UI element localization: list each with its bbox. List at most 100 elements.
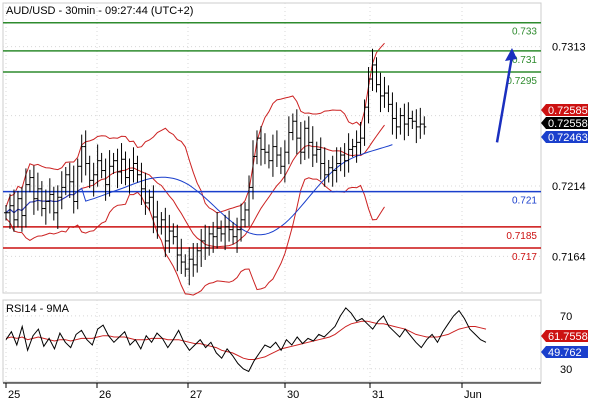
- time-tick-label: 26: [99, 389, 111, 400]
- price-bar: [318, 137, 323, 180]
- price-bar: [115, 148, 120, 189]
- price-bar: [342, 143, 347, 177]
- price-bar: [302, 120, 307, 160]
- price-bar: [398, 107, 403, 135]
- level-label: 0.717: [512, 252, 537, 263]
- price-bar: [15, 190, 20, 228]
- price-bar: [203, 224, 208, 260]
- price-bar: [231, 221, 236, 245]
- price-bar: [298, 121, 303, 165]
- price-bar: [211, 221, 216, 253]
- price-bar: [67, 162, 72, 198]
- price-bar: [195, 243, 200, 273]
- price-bar: [99, 152, 104, 179]
- price-bar: [75, 158, 80, 210]
- price-bar: [111, 152, 116, 175]
- price-bar: [362, 99, 367, 146]
- price-bar: [258, 126, 263, 166]
- price-bar: [7, 193, 12, 229]
- price-bar: [251, 140, 255, 200]
- price-bar: [366, 67, 371, 124]
- price-bar: [247, 175, 252, 227]
- price-bar: [183, 254, 188, 277]
- rsi-line: [5, 307, 487, 373]
- rsi-series: [5, 307, 487, 373]
- time-tick-label: 27: [190, 389, 202, 400]
- rsi-gridlines: [3, 300, 541, 382]
- price-badge-label: 0.72585: [548, 105, 588, 117]
- price-bar: [103, 158, 108, 201]
- price-bar: [167, 214, 172, 253]
- price-bar: [386, 85, 391, 113]
- price-bar: [151, 185, 156, 234]
- price-bar: [243, 202, 248, 228]
- rsi-badges: 61.7558 49.762: [541, 330, 588, 359]
- time-tick-label: 31: [372, 389, 384, 400]
- price-bar: [155, 200, 160, 239]
- price-bar: [414, 109, 419, 144]
- price-bar: [107, 150, 112, 197]
- price-bar: [346, 133, 351, 173]
- price-bar: [199, 228, 204, 267]
- rsi-badge-label: 61.7558: [548, 331, 588, 343]
- price-bar: [219, 220, 224, 242]
- price-bar: [187, 247, 192, 286]
- price-bar: [278, 147, 283, 175]
- price-tick-label: 0.7313: [552, 42, 586, 54]
- price-bar: [71, 165, 76, 214]
- level-label: 0.7185: [506, 231, 537, 242]
- price-series: [4, 48, 427, 286]
- price-bar: [422, 116, 427, 135]
- price-bar: [127, 158, 132, 194]
- price-bar: [83, 130, 88, 176]
- moving-average-line: [5, 144, 393, 236]
- price-bar: [235, 217, 240, 253]
- time-tick-label: 30: [287, 389, 299, 400]
- price-bar: [55, 185, 60, 229]
- price-bar: [47, 178, 52, 214]
- price-bar: [378, 72, 383, 113]
- price-axis: 0.7313 0.7214 0.7164: [552, 42, 586, 264]
- price-bar: [31, 165, 36, 215]
- price-bar: [406, 102, 411, 137]
- price-bar: [239, 203, 244, 242]
- price-bar: [51, 186, 56, 221]
- price-tick-label: 0.7214: [552, 181, 586, 193]
- price-bar: [11, 189, 16, 232]
- price-bar: [310, 126, 315, 168]
- price-bar: [163, 207, 168, 258]
- price-bar: [191, 243, 196, 277]
- price-badge: 0.72463: [541, 131, 588, 144]
- price-bar: [314, 141, 319, 163]
- price-bar: [390, 92, 395, 135]
- level-label: 0.7295: [506, 76, 537, 87]
- price-bar: [91, 162, 96, 197]
- forecast-arrow: [495, 48, 517, 143]
- price-bar: [63, 167, 68, 196]
- price-badge-label: 0.72558: [548, 118, 588, 130]
- price-bar: [159, 212, 164, 235]
- forecast-arrow-shaft: [495, 55, 514, 143]
- price-bar: [290, 113, 295, 141]
- price-bar: [59, 171, 64, 210]
- chart-title: AUD/USD - 30min - 09:27:44 (UTC+2): [6, 5, 193, 17]
- price-badge: 0.72585: [541, 104, 588, 117]
- price-bar: [358, 121, 363, 155]
- bollinger-upper-band: [5, 42, 385, 214]
- forecast-arrow-head: [505, 48, 517, 62]
- price-bar: [207, 226, 212, 256]
- price-bar: [223, 214, 228, 251]
- rsi-badge-label: 49.762: [548, 347, 582, 359]
- price-bar: [179, 238, 184, 274]
- price-tick-label: 0.7164: [552, 251, 586, 263]
- price-bar: [274, 130, 279, 168]
- price-bar: [326, 159, 331, 183]
- price-bar: [139, 162, 144, 206]
- price-bar: [322, 147, 327, 187]
- price-bar: [27, 169, 32, 193]
- horizontal-levels: 0.733 0.731 0.7295 0.721 0.7185 0.717: [3, 21, 541, 263]
- price-bar: [350, 138, 355, 158]
- level-label: 0.731: [512, 55, 537, 66]
